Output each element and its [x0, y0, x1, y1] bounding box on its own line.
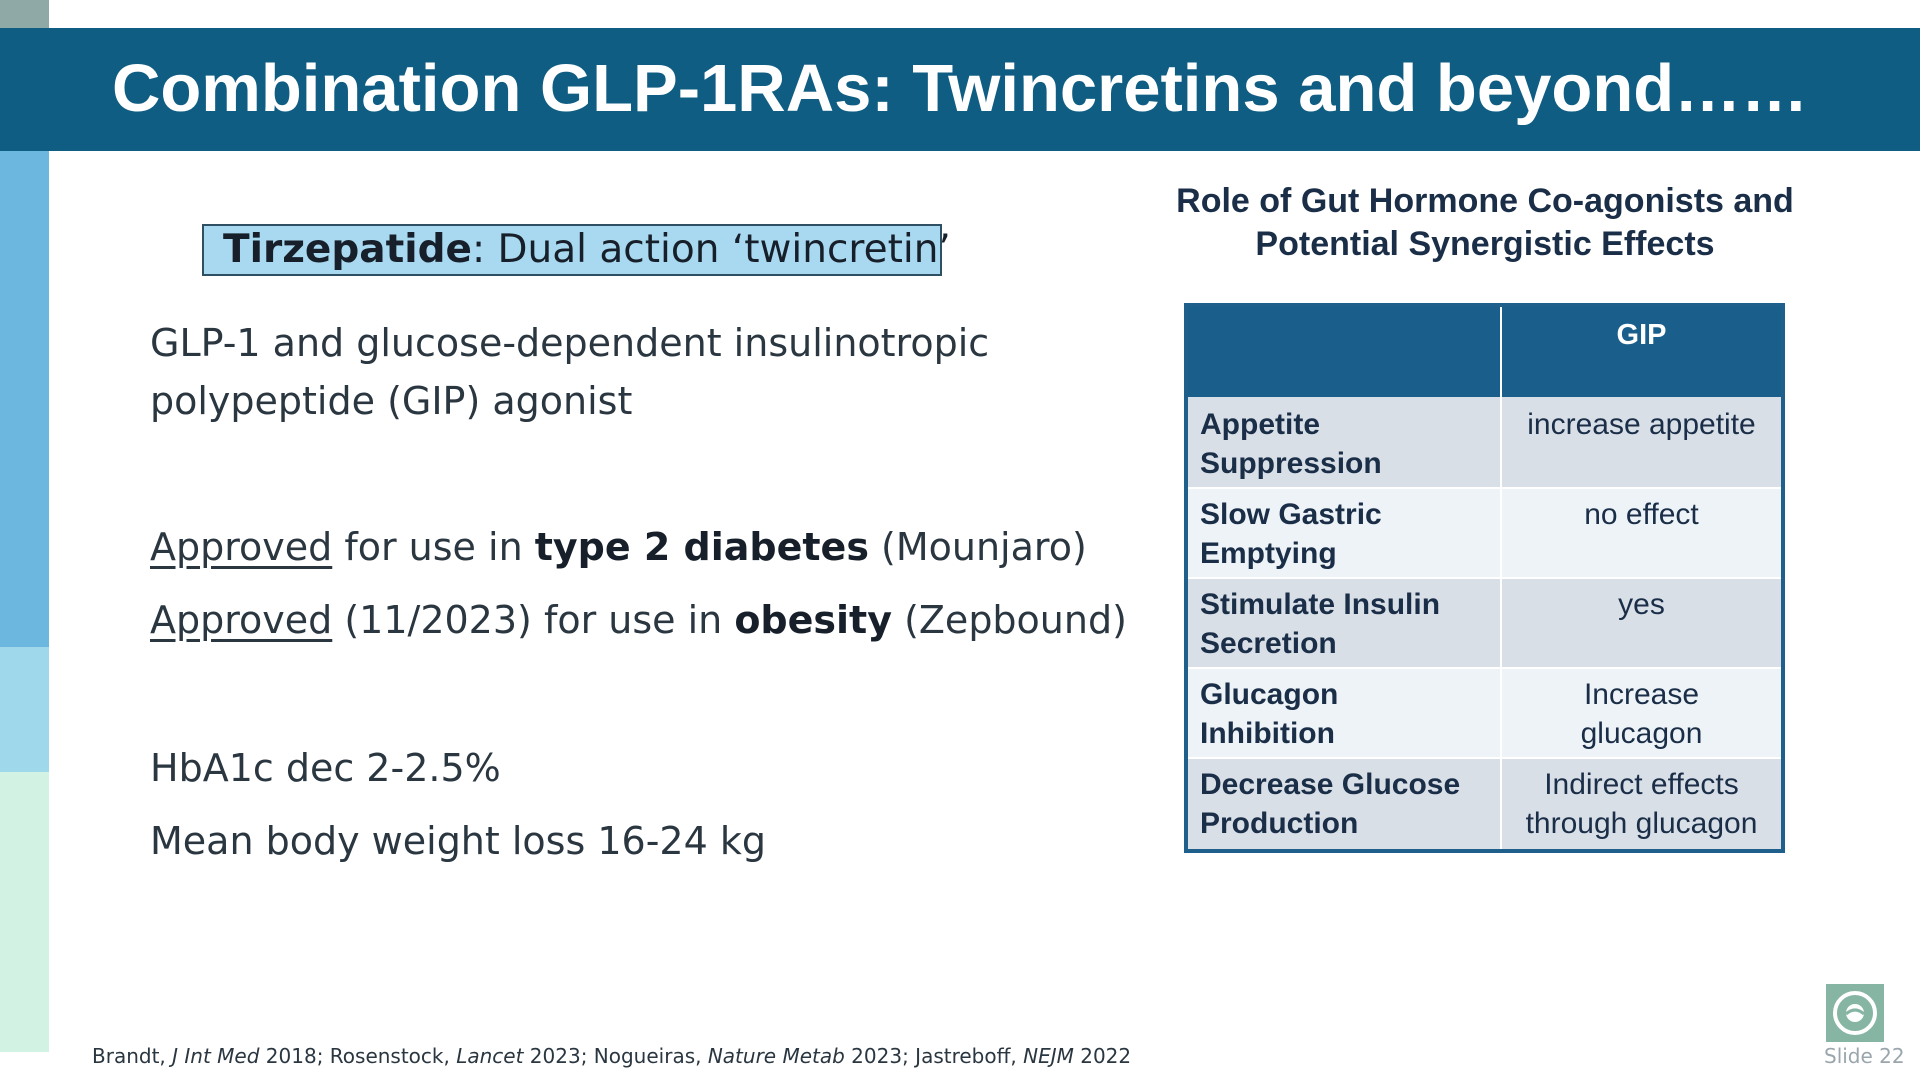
table-row: Appetite Suppression increase appetite [1188, 397, 1781, 487]
mechanism-line-2: polypeptide (GIP) agonist [150, 379, 633, 423]
row-value-line: through glucagon [1525, 807, 1758, 840]
row-value: Increase glucagon [1502, 675, 1781, 753]
row-value-line: glucagon [1580, 717, 1703, 750]
row-value-line: no effect [1584, 498, 1699, 531]
row-value-line: Indirect effects [1544, 768, 1739, 801]
row-label-line: Emptying [1200, 537, 1337, 570]
row-value-line: yes [1618, 588, 1665, 621]
logo-icon [1826, 984, 1884, 1042]
row-label-line: Suppression [1200, 447, 1382, 480]
row-label: Stimulate Insulin Secretion [1200, 585, 1500, 663]
ref-journal: J Int Med [172, 1044, 260, 1068]
mechanism-line-1: GLP-1 and glucose-dependent insulinotrop… [150, 321, 990, 365]
row-value-line: increase appetite [1527, 408, 1756, 441]
table-header: GIP [1188, 307, 1781, 397]
left-accent-strip-top [0, 0, 49, 28]
left-accent-strip-mint [0, 772, 49, 1052]
ref-author: Brandt, [92, 1044, 173, 1068]
left-accent-strip-blue [0, 151, 49, 647]
cell-divider [1500, 577, 1502, 667]
hba1c-text: HbA1c dec 2-2.5% [150, 746, 501, 790]
row-label: Decrease Glucose Production [1200, 765, 1500, 843]
references: Brandt, J Int Med 2018; Rosenstock, Lanc… [92, 1044, 1131, 1068]
ref-journal: Nature Metab [707, 1044, 845, 1068]
row-label-line: Decrease Glucose [1200, 768, 1461, 801]
row-label-line: Inhibition [1200, 717, 1335, 750]
ref-journal: NEJM [1023, 1044, 1074, 1068]
approval-indication: obesity [734, 598, 892, 642]
row-label: Glucagon Inhibition [1200, 675, 1500, 753]
logo-mark [1833, 991, 1877, 1035]
approval-obesity: Approved (11/2023) for use in obesity (Z… [150, 591, 1127, 649]
row-divider [1188, 667, 1781, 669]
row-label-line: Appetite [1200, 408, 1320, 441]
cell-divider [1500, 487, 1502, 577]
row-label: Slow Gastric Emptying [1200, 495, 1500, 573]
mechanism-text: GLP-1 and glucose-dependent insulinotrop… [150, 314, 989, 430]
approved-label: Approved [150, 525, 333, 569]
approval-text: for use in [332, 525, 535, 569]
weight-loss-text: Mean body weight loss 16-24 kg [150, 819, 766, 863]
row-value: increase appetite [1502, 405, 1781, 444]
row-label-line: Production [1200, 807, 1359, 840]
row-divider [1188, 757, 1781, 759]
ref-year-author: 2023; Jastreboff, [844, 1044, 1024, 1068]
slide-title: Combination GLP-1RAs: Twincretins and be… [112, 51, 1809, 126]
left-accent-strip-light [0, 647, 49, 772]
column-header-gip: GIP [1616, 319, 1667, 351]
ref-year-author: 2023; Nogueiras, [523, 1044, 708, 1068]
cell-divider [1500, 757, 1502, 849]
approved-label: Approved [150, 598, 333, 642]
slide-number: Slide 22 [1824, 1044, 1905, 1068]
row-value-line: Increase [1583, 678, 1700, 711]
ref-year: 2022 [1073, 1044, 1132, 1068]
tirzepatide-highlight-box: Tirzepatide: Dual action ‘twincretin’ [202, 224, 951, 276]
co-agonist-table: GIP Appetite Suppression increase appetit… [1184, 303, 1785, 853]
table-row: Glucagon Inhibition Increase glucagon [1188, 667, 1781, 757]
row-label-line: Secretion [1200, 627, 1337, 660]
table-title: Role of Gut Hormone Co-agonists and Pote… [1150, 180, 1820, 266]
tirzepatide-description: : Dual action ‘twincretin’ [471, 227, 951, 272]
table-row: Stimulate Insulin Secretion yes [1188, 577, 1781, 667]
table-row: Slow Gastric Emptying no effect [1188, 487, 1781, 577]
ref-year-author: 2018; Rosenstock, [259, 1044, 457, 1068]
row-value: Indirect effects through glucagon [1502, 765, 1781, 843]
row-value: yes [1502, 585, 1781, 624]
approval-brand: (Mounjaro) [868, 525, 1087, 569]
ref-journal: Lancet [456, 1044, 524, 1068]
row-label-line: Stimulate Insulin [1200, 588, 1441, 621]
title-bar: Combination GLP-1RAs: Twincretins and be… [0, 28, 1920, 151]
row-divider [1188, 577, 1781, 579]
approval-indication: type 2 diabetes [534, 525, 869, 569]
table-row: Decrease Glucose Production Indirect effe… [1188, 757, 1781, 849]
row-label-line: Glucagon [1200, 678, 1339, 711]
header-divider [1500, 307, 1502, 397]
approval-text: (11/2023) for use in [332, 598, 735, 642]
cell-divider [1500, 397, 1502, 487]
cell-divider [1500, 667, 1502, 757]
table-title-line-1: Role of Gut Hormone Co-agonists and [1176, 182, 1794, 220]
approval-brand: (Zepbound) [892, 598, 1127, 642]
row-value: no effect [1502, 495, 1781, 534]
row-label-line: Slow Gastric [1200, 498, 1382, 531]
row-divider [1188, 487, 1781, 489]
row-label: Appetite Suppression [1200, 405, 1500, 483]
table-title-line-2: Potential Synergistic Effects [1255, 225, 1715, 263]
approval-diabetes: Approved for use in type 2 diabetes (Mou… [150, 518, 1087, 576]
tirzepatide-name: Tirzepatide [223, 227, 472, 272]
